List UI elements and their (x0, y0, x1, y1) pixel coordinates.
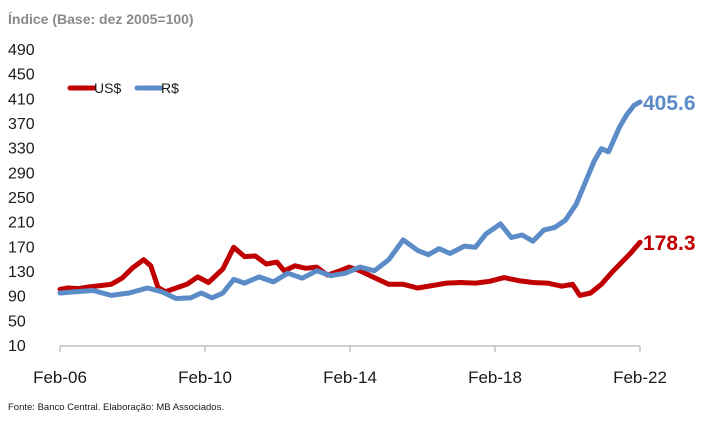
y-tick-label: 90 (8, 289, 26, 306)
y-tick-label: 330 (8, 141, 35, 158)
end-value-label: 178.3 (643, 232, 696, 255)
y-tick-label: 410 (8, 91, 35, 108)
end-value-label: 405.6 (643, 92, 696, 115)
x-tick-label: Feb-10 (178, 368, 232, 387)
series-line-brl (57, 99, 643, 301)
y-tick-label: 290 (8, 165, 35, 182)
end-labels: 178.3 405.6 (643, 92, 696, 255)
chart-subtitle: Índice (Base: dez 2005=100) (8, 11, 194, 27)
y-tick-label: 170 (8, 239, 35, 256)
y-axis: 10 50 90 130 170 210 250 290 330 370 410 450 490 (8, 42, 35, 355)
series-lines (57, 99, 643, 301)
source-note: Fonte: Banco Central. Elaboração: MB Ass… (8, 402, 224, 413)
legend-label: R$ (161, 80, 179, 96)
y-tick-label: 370 (8, 116, 35, 133)
legend: US$ R$ (67, 80, 179, 96)
x-tick-label: Feb-06 (33, 368, 87, 387)
y-tick-label: 490 (8, 42, 35, 59)
y-tick-label: 210 (8, 215, 35, 232)
x-tick-label: Feb-14 (323, 368, 377, 387)
y-tick-label: 130 (8, 264, 35, 281)
y-tick-label: 450 (8, 67, 35, 84)
x-tick-label: Feb-22 (613, 368, 667, 387)
y-tick-label: 50 (8, 313, 26, 330)
x-axis: Feb-06 Feb-10 Feb-14 Feb-18 Feb-22 (33, 345, 667, 387)
y-tick-label: 250 (8, 190, 35, 207)
x-tick-label: Feb-18 (468, 368, 522, 387)
y-tick-label: 10 (8, 338, 26, 355)
legend-label: US$ (94, 80, 121, 96)
